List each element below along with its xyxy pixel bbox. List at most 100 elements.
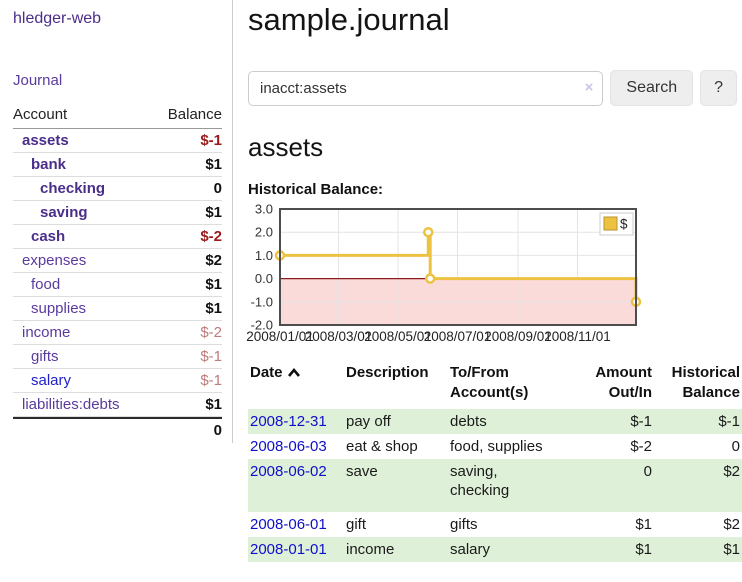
transaction-description: pay off bbox=[346, 413, 391, 430]
transaction-row: 2008-06-01 gift gifts $1 $2 bbox=[248, 512, 742, 537]
transaction-balance: $2 bbox=[723, 516, 740, 533]
account-row-checking: checking 0 bbox=[13, 177, 222, 201]
search-form: × Search ? bbox=[248, 70, 737, 106]
transaction-description: gift bbox=[346, 516, 367, 533]
svg-text:2008/09/01: 2008/09/01 bbox=[484, 329, 552, 344]
account-balance: $2 bbox=[205, 252, 222, 269]
balance-column-header: Historical Balance bbox=[671, 364, 740, 401]
main-content: sample.journal × Search ? assets Histori… bbox=[233, 0, 742, 562]
transaction-balance: 0 bbox=[731, 438, 740, 455]
transaction-date-link[interactable]: 2008-01-01 bbox=[250, 541, 327, 558]
account-row-expenses: expenses $2 bbox=[13, 249, 222, 273]
sidebar-item-journal[interactable]: Journal bbox=[13, 72, 63, 89]
transaction-date-link[interactable]: 2008-06-02 bbox=[250, 463, 327, 480]
svg-text:1.0: 1.0 bbox=[255, 248, 273, 263]
transaction-accounts: salary bbox=[450, 541, 491, 558]
transaction-accounts: food, supplies bbox=[450, 438, 543, 455]
account-balance: $1 bbox=[205, 204, 222, 221]
transaction-amount: $1 bbox=[635, 541, 652, 558]
svg-text:2008/11/01: 2008/11/01 bbox=[544, 329, 611, 344]
accounts-total-row: 0 bbox=[13, 417, 222, 442]
account-balance: $-2 bbox=[200, 324, 222, 341]
account-link-gifts[interactable]: gifts bbox=[31, 348, 59, 365]
account-link-checking[interactable]: checking bbox=[40, 180, 106, 197]
account-balance: $1 bbox=[205, 396, 222, 413]
svg-text:$: $ bbox=[620, 217, 628, 232]
transaction-date-link[interactable]: 2008-06-03 bbox=[250, 438, 327, 455]
svg-text:0.0: 0.0 bbox=[255, 271, 273, 286]
description-column-header: Description bbox=[346, 364, 429, 381]
transaction-accounts: debts bbox=[450, 413, 487, 430]
account-link-liabilities-debts[interactable]: liabilities:debts bbox=[22, 396, 120, 413]
account-row-assets: assets $-1 bbox=[13, 129, 222, 153]
transaction-amount: $-2 bbox=[630, 438, 652, 455]
account-link-bank[interactable]: bank bbox=[31, 156, 67, 173]
chevron-up-icon bbox=[287, 367, 300, 377]
transactions-table: Date Description To/From Account(s) Amou… bbox=[248, 361, 742, 562]
accounts-table: Account Balance assets $-1 bank $1 check… bbox=[13, 103, 222, 442]
account-heading: assets bbox=[248, 132, 324, 162]
account-link-saving[interactable]: saving bbox=[40, 204, 88, 221]
search-button[interactable]: Search bbox=[610, 70, 694, 106]
svg-text:2008/01/01: 2008/01/01 bbox=[246, 329, 314, 344]
transaction-balance: $2 bbox=[723, 463, 740, 480]
balance-chart: 3.0 2.0 1.0 0.0 -1.0 -2.02008/01/012008/03/01… bbox=[246, 202, 642, 344]
transaction-description: save bbox=[346, 463, 378, 480]
transaction-row: 2008-06-02 save saving, checking 0 $2 bbox=[248, 459, 742, 512]
transactions-header-row: Date Description To/From Account(s) Amou… bbox=[248, 361, 742, 409]
account-row-bank: bank $1 bbox=[13, 153, 222, 177]
transaction-amount: $1 bbox=[635, 516, 652, 533]
transaction-accounts: gifts bbox=[450, 516, 478, 533]
account-link-food[interactable]: food bbox=[31, 276, 61, 293]
accounts-table-header: Account Balance bbox=[13, 103, 222, 129]
transaction-balance: $1 bbox=[723, 541, 740, 558]
search-input[interactable] bbox=[248, 70, 604, 106]
account-balance: 0 bbox=[213, 180, 222, 197]
account-row-saving: saving $1 bbox=[13, 201, 222, 225]
svg-text:-2.0: -2.0 bbox=[251, 318, 273, 333]
svg-text:2.0: 2.0 bbox=[255, 225, 273, 240]
account-link-expenses[interactable]: expenses bbox=[22, 252, 87, 269]
transaction-row: 2008-06-03 eat & shop food, supplies $-2… bbox=[248, 434, 742, 459]
accounts-total-value: 0 bbox=[213, 422, 222, 439]
help-button[interactable]: ? bbox=[700, 70, 737, 106]
date-column-header[interactable]: Date bbox=[248, 361, 344, 409]
chart-title: Historical Balance: bbox=[248, 181, 384, 198]
svg-text:2008/07/01: 2008/07/01 bbox=[424, 329, 492, 344]
svg-text:3.0: 3.0 bbox=[255, 202, 273, 217]
clear-search-icon[interactable]: × bbox=[584, 78, 594, 96]
account-column-header: Account bbox=[13, 106, 68, 123]
page-title: sample.journal bbox=[248, 2, 450, 37]
account-link-income[interactable]: income bbox=[22, 324, 71, 341]
date-header-label: Date bbox=[250, 364, 283, 381]
transaction-description: income bbox=[346, 541, 395, 558]
svg-text:-1.0: -1.0 bbox=[251, 294, 273, 309]
transaction-amount: 0 bbox=[643, 463, 652, 480]
svg-text:2008/03/01: 2008/03/01 bbox=[305, 329, 373, 344]
account-row-cash: cash $-2 bbox=[13, 225, 222, 249]
tofrom-column-header: To/From Account(s) bbox=[450, 364, 529, 401]
transaction-row: 2008-01-01 income salary $1 $1 bbox=[248, 537, 742, 562]
account-row-salary: salary $-1 bbox=[13, 369, 222, 393]
account-row-supplies: supplies $1 bbox=[13, 297, 222, 321]
balance-column-header: Balance bbox=[167, 106, 222, 123]
transaction-accounts: saving, checking bbox=[450, 463, 510, 499]
account-row-liabilities-debts: liabilities:debts $1 bbox=[13, 393, 222, 417]
account-link-supplies[interactable]: supplies bbox=[31, 300, 87, 317]
account-row-income: income $-2 bbox=[13, 321, 222, 345]
account-balance: $-2 bbox=[200, 228, 222, 245]
account-link-assets[interactable]: assets bbox=[22, 132, 69, 149]
account-balance: $1 bbox=[205, 276, 222, 293]
sidebar: hledger-web Journal Account Balance asse… bbox=[0, 0, 233, 443]
account-balance: $-1 bbox=[200, 132, 222, 149]
transaction-date-link[interactable]: 2008-06-01 bbox=[250, 516, 327, 533]
account-row-food: food $1 bbox=[13, 273, 222, 297]
account-balance: $1 bbox=[205, 300, 222, 317]
brand-link[interactable]: hledger-web bbox=[13, 10, 102, 27]
account-link-cash[interactable]: cash bbox=[31, 228, 66, 245]
transaction-amount: $-1 bbox=[630, 413, 652, 430]
amount-column-header: Amount Out/In bbox=[595, 364, 652, 401]
account-link-salary[interactable]: salary bbox=[31, 372, 72, 389]
transaction-date-link[interactable]: 2008-12-31 bbox=[250, 413, 327, 430]
svg-text:2008/05/01: 2008/05/01 bbox=[364, 329, 432, 344]
